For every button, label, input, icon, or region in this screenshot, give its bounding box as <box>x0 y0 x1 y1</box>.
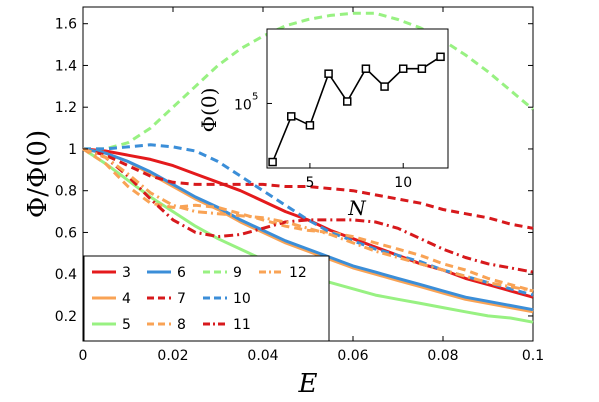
series-line-12 <box>82 147 534 293</box>
inset-marker <box>398 64 408 73</box>
legend-label-12: 12 <box>289 265 307 281</box>
legend-label-10: 10 <box>233 291 251 307</box>
inset-line <box>271 56 441 163</box>
y-tick-label: 1.6 <box>55 17 77 33</box>
series-line-7 <box>82 147 534 230</box>
legend-label-8: 8 <box>177 317 186 333</box>
inset-marker <box>324 69 333 78</box>
x-tick-label: 0 <box>79 348 88 364</box>
series-line-6 <box>82 147 534 312</box>
y-tick-label: 1.4 <box>55 58 77 74</box>
legend-label-4: 4 <box>122 291 131 307</box>
y-tick-label: 0.8 <box>55 184 77 200</box>
inset-y-axis-label: Φ(0) <box>197 88 221 133</box>
inset-x-ticks: 5 10 <box>305 163 412 191</box>
inset-marker <box>305 121 315 130</box>
series-line-8 <box>82 147 534 293</box>
inset-marker <box>380 82 389 91</box>
main-y-axis-label: Φ/Φ(0) <box>23 130 53 218</box>
x-tick-label: 0.1 <box>522 348 544 364</box>
legend-label-5: 5 <box>122 317 131 333</box>
inset-y-tick-exponent: 5 <box>252 91 258 102</box>
inset-marker <box>417 64 427 73</box>
main-series-lines <box>82 11 534 324</box>
y-tick-label: 0.4 <box>55 267 77 283</box>
inset-series <box>268 52 445 167</box>
legend-label-7: 7 <box>177 291 186 307</box>
y-tick-label: 1.2 <box>55 100 77 116</box>
legend-label-3: 3 <box>122 265 131 281</box>
inset-x-tick-label: 5 <box>305 175 314 191</box>
y-tick-label: 0.2 <box>55 309 77 325</box>
inset-y-tick: 10 5 <box>234 91 272 113</box>
inset-x-axis-label: N <box>347 196 367 220</box>
x-tick-label: 0.06 <box>337 348 368 364</box>
inset-marker <box>361 64 371 73</box>
x-tick-label: 0.02 <box>157 348 188 364</box>
legend-label-9: 9 <box>233 265 242 281</box>
inset-plot-frame <box>266 28 449 169</box>
series-line-11 <box>82 147 534 274</box>
inset-x-tick-label: 10 <box>394 175 412 191</box>
inset-marker <box>287 112 296 121</box>
legend-label-11: 11 <box>233 317 251 333</box>
x-tick-label: 0.08 <box>427 348 458 364</box>
x-tick-label: 0.04 <box>247 348 278 364</box>
legend-label-6: 6 <box>177 265 186 281</box>
inset-marker <box>268 157 277 167</box>
y-tick-label: 0.6 <box>55 225 77 241</box>
series-line-9 <box>83 11 534 151</box>
main-y-ticks: 0.2 0.4 0.6 0.8 1 1.2 1.4 1.6 <box>55 17 533 325</box>
inset-axes: 5 10 10 5 N Φ(0) <box>197 28 449 220</box>
main-x-axis-label: E <box>298 369 318 399</box>
inset-marker <box>342 97 352 106</box>
main-x-ticks: 0 0.02 0.04 0.06 0.08 0.1 <box>79 7 544 364</box>
legend-entries: 3 4 5 6 7 8 9 10 11 12 <box>92 265 307 333</box>
inset-y-tick-label: 10 <box>234 97 252 113</box>
inset-marker <box>436 52 445 62</box>
y-tick-label: 1 <box>68 142 77 158</box>
legend: 3 4 5 6 7 8 9 10 11 12 <box>83 255 330 342</box>
